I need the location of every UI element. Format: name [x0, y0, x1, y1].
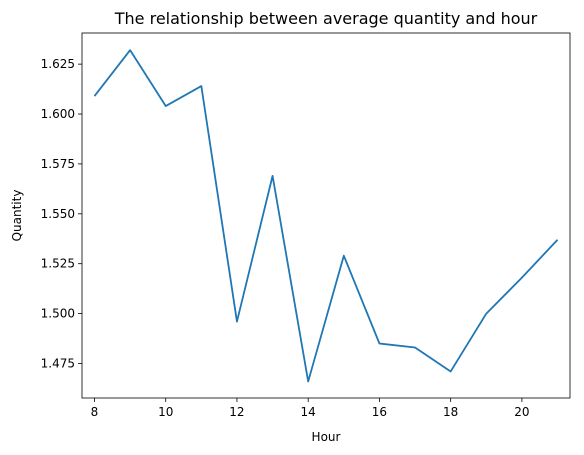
- y-tick-label: 1.525: [41, 257, 75, 271]
- x-tick-label: 14: [301, 405, 316, 419]
- plot-area: [81, 32, 571, 399]
- y-axis: 1.475 1.500 1.525 1.550 1.575 1.600 1.625: [41, 57, 82, 370]
- y-axis-label: Quantity: [10, 190, 24, 242]
- x-tick-label: 18: [443, 405, 458, 419]
- x-axis: 8 10 12 14 16 18 20: [91, 398, 530, 419]
- y-tick-label: 1.475: [41, 356, 75, 370]
- y-tick-label: 1.500: [41, 307, 75, 321]
- y-tick-label: 1.550: [41, 207, 75, 221]
- x-tick-label: 20: [514, 405, 529, 419]
- x-axis-label: Hour: [312, 430, 341, 444]
- x-tick-label: 16: [372, 405, 387, 419]
- y-tick-label: 1.600: [41, 107, 75, 121]
- series-line: [93, 49, 559, 383]
- chart-title: The relationship between average quantit…: [114, 9, 538, 28]
- series-layer: [93, 49, 559, 383]
- x-tick-label: 12: [229, 405, 244, 419]
- plot-border: [81, 32, 571, 399]
- y-tick-label: 1.625: [41, 57, 75, 71]
- x-tick-label: 10: [158, 405, 173, 419]
- y-tick-label: 1.575: [41, 157, 75, 171]
- x-tick-label: 8: [91, 405, 99, 419]
